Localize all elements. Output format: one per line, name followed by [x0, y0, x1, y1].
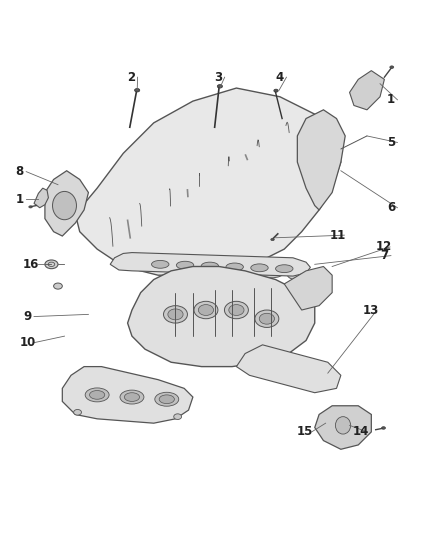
- Polygon shape: [45, 171, 88, 236]
- Ellipse shape: [53, 191, 77, 220]
- Ellipse shape: [45, 260, 58, 269]
- Polygon shape: [315, 406, 371, 449]
- Polygon shape: [350, 71, 385, 110]
- Ellipse shape: [390, 66, 394, 68]
- Text: 10: 10: [19, 336, 35, 349]
- Ellipse shape: [74, 409, 81, 415]
- Ellipse shape: [271, 238, 274, 240]
- Ellipse shape: [255, 310, 279, 327]
- Polygon shape: [75, 88, 341, 275]
- Ellipse shape: [288, 270, 311, 280]
- Ellipse shape: [89, 391, 105, 399]
- Text: 8: 8: [15, 165, 24, 178]
- Ellipse shape: [336, 417, 351, 434]
- Text: 14: 14: [352, 425, 369, 438]
- Ellipse shape: [381, 426, 385, 429]
- Ellipse shape: [259, 268, 283, 278]
- Ellipse shape: [163, 305, 187, 323]
- Ellipse shape: [29, 206, 32, 208]
- Ellipse shape: [224, 301, 248, 319]
- Text: 16: 16: [23, 258, 39, 271]
- Ellipse shape: [174, 414, 182, 419]
- Polygon shape: [34, 188, 48, 208]
- Ellipse shape: [155, 392, 179, 406]
- Ellipse shape: [274, 89, 278, 92]
- Text: 9: 9: [23, 310, 32, 323]
- Ellipse shape: [174, 262, 198, 271]
- Polygon shape: [237, 345, 341, 393]
- Polygon shape: [297, 110, 345, 210]
- Polygon shape: [62, 367, 193, 423]
- Polygon shape: [284, 266, 332, 310]
- Ellipse shape: [53, 283, 62, 289]
- Text: 1: 1: [16, 192, 24, 206]
- Ellipse shape: [177, 261, 194, 269]
- Ellipse shape: [85, 388, 109, 402]
- Ellipse shape: [217, 85, 223, 88]
- Ellipse shape: [124, 393, 140, 401]
- Text: 3: 3: [214, 71, 222, 84]
- Ellipse shape: [226, 263, 244, 271]
- Text: 5: 5: [387, 136, 395, 149]
- Text: 2: 2: [127, 71, 135, 84]
- Ellipse shape: [194, 301, 218, 319]
- Polygon shape: [110, 253, 311, 276]
- Ellipse shape: [146, 260, 170, 269]
- Ellipse shape: [198, 304, 214, 316]
- Ellipse shape: [231, 266, 255, 276]
- Polygon shape: [127, 266, 315, 367]
- Ellipse shape: [159, 395, 174, 403]
- Ellipse shape: [120, 390, 144, 404]
- Text: 6: 6: [387, 201, 395, 214]
- Text: 7: 7: [380, 249, 389, 262]
- Ellipse shape: [259, 313, 275, 324]
- Ellipse shape: [152, 261, 169, 268]
- Text: 15: 15: [297, 425, 313, 438]
- Ellipse shape: [134, 88, 140, 92]
- Text: 4: 4: [276, 71, 284, 84]
- Text: 13: 13: [362, 303, 378, 317]
- Text: 12: 12: [375, 240, 392, 253]
- Text: 11: 11: [330, 229, 346, 241]
- Ellipse shape: [229, 304, 244, 316]
- Ellipse shape: [251, 264, 268, 272]
- Text: 1: 1: [387, 93, 395, 106]
- Ellipse shape: [203, 264, 226, 273]
- Ellipse shape: [276, 265, 293, 272]
- Ellipse shape: [201, 262, 219, 270]
- Ellipse shape: [168, 309, 183, 320]
